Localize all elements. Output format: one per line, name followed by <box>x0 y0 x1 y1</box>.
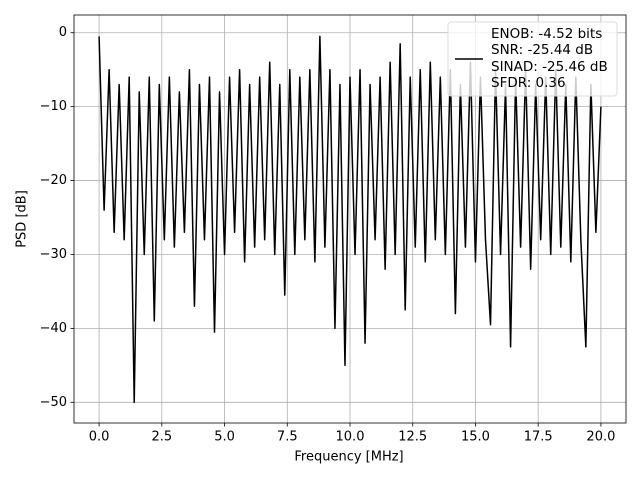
y-tick-label: 0 <box>59 25 67 40</box>
legend-box <box>447 21 618 97</box>
y-tick-label: −30 <box>40 247 67 262</box>
y-tick-label: −20 <box>40 173 67 188</box>
x-axis-label: Frequency [MHz] <box>294 450 403 465</box>
x-tick-label: 2.5 <box>151 430 172 445</box>
y-tick-label: −40 <box>40 321 67 336</box>
x-tick-label: 17.5 <box>524 430 553 445</box>
plot-frame <box>73 14 627 424</box>
y-tick-label: −50 <box>40 395 67 410</box>
y-axis-label: PSD [dB] <box>15 190 30 248</box>
x-tick-label: 10.0 <box>336 430 365 445</box>
x-tick-label: 5.0 <box>214 430 235 445</box>
x-tick-label: 0.0 <box>89 430 110 445</box>
legend-label: ENOB: -4.52 bits SNR: -25.44 dB SINAD: -… <box>491 26 608 91</box>
x-tick-label: 20.0 <box>586 430 615 445</box>
psd-line <box>98 35 602 404</box>
x-tick-label: 12.5 <box>398 430 427 445</box>
x-tick-label: 15.0 <box>461 430 490 445</box>
x-tick-label: 7.5 <box>277 430 298 445</box>
y-tick-label: −10 <box>40 99 67 114</box>
